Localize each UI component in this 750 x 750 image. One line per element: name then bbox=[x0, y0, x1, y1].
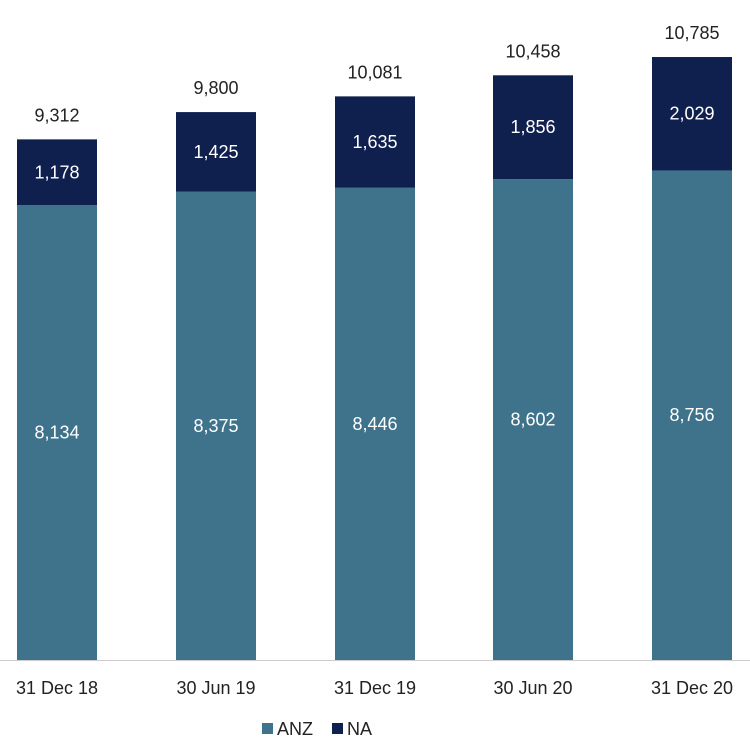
legend-swatch-anz bbox=[262, 723, 273, 734]
total-label-3: 10,458 bbox=[505, 41, 560, 61]
legend: ANZ NA bbox=[262, 719, 372, 739]
data-label-anz-1: 8,375 bbox=[193, 416, 238, 436]
x-tick-label-0: 31 Dec 18 bbox=[16, 678, 98, 698]
bar-na-4 bbox=[652, 57, 732, 171]
bar-na-2 bbox=[335, 96, 415, 188]
bars-group bbox=[17, 57, 732, 661]
x-tick-labels-group: 31 Dec 18 30 Jun 19 31 Dec 19 30 Jun 20 31 D… bbox=[16, 678, 733, 698]
data-label-na-0: 1,178 bbox=[34, 162, 79, 182]
bar-na-1 bbox=[176, 112, 256, 192]
bar-anz-4 bbox=[652, 170, 732, 660]
legend-label-na: NA bbox=[347, 719, 372, 739]
bar-na-3 bbox=[493, 75, 573, 180]
data-label-anz-2: 8,446 bbox=[352, 414, 397, 434]
bar-anz-3 bbox=[493, 179, 573, 660]
data-label-na-1: 1,425 bbox=[193, 142, 238, 162]
bar-anz-1 bbox=[176, 191, 256, 661]
x-tick-label-2: 31 Dec 19 bbox=[334, 678, 416, 698]
data-label-anz-0: 8,134 bbox=[34, 423, 79, 443]
total-label-1: 9,800 bbox=[193, 78, 238, 98]
legend-swatch-na bbox=[332, 723, 343, 734]
total-label-0: 9,312 bbox=[34, 105, 79, 125]
total-labels-group: 9,312 9,800 10,081 10,458 10,785 bbox=[34, 23, 719, 125]
legend-label-anz: ANZ bbox=[277, 719, 313, 739]
total-label-2: 10,081 bbox=[347, 62, 402, 82]
data-label-na-2: 1,635 bbox=[352, 132, 397, 152]
data-label-na-4: 2,029 bbox=[669, 104, 714, 124]
x-tick-label-4: 31 Dec 20 bbox=[651, 678, 733, 698]
data-label-na-3: 1,856 bbox=[510, 117, 555, 137]
bar-anz-2 bbox=[335, 187, 415, 661]
x-tick-label-3: 30 Jun 20 bbox=[493, 678, 572, 698]
data-label-anz-3: 8,602 bbox=[510, 410, 555, 430]
segment-labels-group: 8,134 1,178 8,375 1,425 8,446 1,635 8,602 1,856… bbox=[34, 104, 714, 443]
total-label-4: 10,785 bbox=[664, 23, 719, 43]
bar-na-0 bbox=[17, 139, 97, 206]
data-label-anz-4: 8,756 bbox=[669, 405, 714, 425]
x-tick-label-1: 30 Jun 19 bbox=[176, 678, 255, 698]
bar-anz-0 bbox=[17, 205, 97, 660]
